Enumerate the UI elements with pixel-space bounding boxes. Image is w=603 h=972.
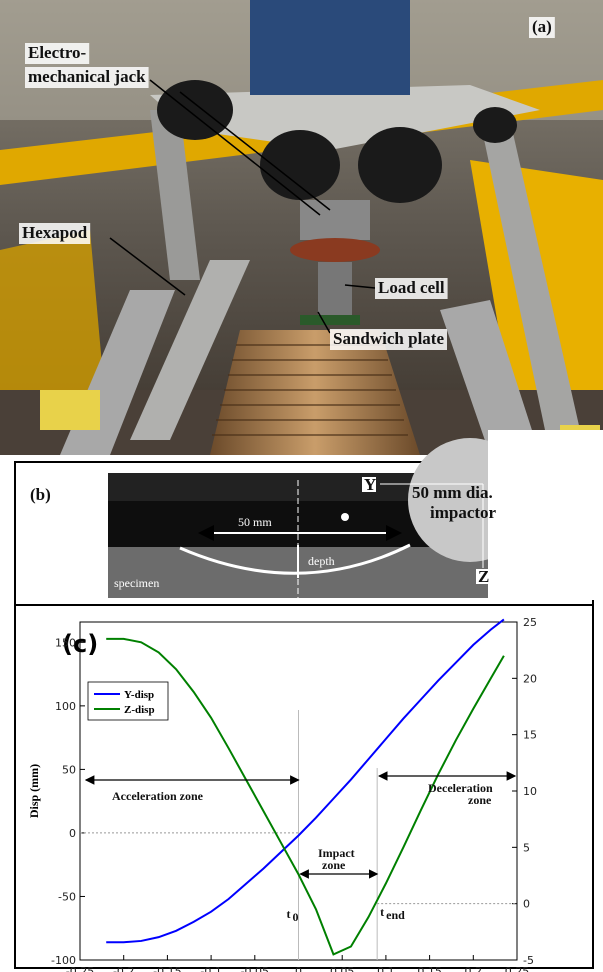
x-tick-label: 0.05 (330, 965, 355, 972)
legend-box (87, 681, 169, 721)
callout-label: mechanical jack (28, 67, 146, 86)
annotation: zone (468, 793, 492, 807)
label-box (25, 67, 149, 88)
callout-label: Sandwich plate (333, 329, 444, 348)
y2-tick-label: -5 (523, 954, 534, 967)
y-axis-label: Disp (mm) (27, 764, 41, 818)
label-box (330, 329, 447, 350)
image-label: impactor (430, 503, 497, 522)
annotation: Impact (318, 846, 355, 860)
y-tick-label: 0 (69, 827, 76, 840)
label-box (375, 278, 448, 299)
image-label: Z (478, 567, 489, 586)
callout-label: Hexapod (22, 223, 88, 242)
annotation: 0 (293, 910, 299, 924)
panel-label: (c) (62, 630, 98, 658)
image-b (108, 430, 603, 600)
annotation: t (380, 905, 384, 919)
annotation: Deceleration (428, 781, 493, 795)
legend-label: Z-disp (124, 704, 155, 716)
annotation: zone (322, 858, 346, 872)
x-tick-label: 0.1 (377, 965, 395, 972)
y2-tick-label: 25 (523, 616, 537, 629)
photo-a-callouts (109, 79, 376, 334)
y2-tick-label: 20 (523, 672, 537, 685)
y-tick-label: -50 (58, 890, 76, 903)
annotation: end (386, 908, 405, 922)
x-tick-label: 0.2 (465, 965, 483, 972)
x-tick-label: 0 (295, 965, 302, 972)
y2-tick-label: 15 (523, 729, 537, 742)
panel-label: (a) (532, 17, 552, 36)
label-box (19, 223, 91, 244)
x-tick-label: -0.15 (153, 965, 181, 972)
y2-tick-label: 10 (523, 785, 537, 798)
y-tick-label: 150 (55, 636, 76, 649)
x-tick-label: -0.25 (66, 965, 94, 972)
y-tick-label: -100 (51, 954, 76, 967)
callout-label: Electro- (28, 43, 87, 62)
legend-label: Y-disp (124, 689, 154, 701)
image-label: specimen (114, 576, 159, 590)
image-label: 50 mm (238, 515, 272, 529)
y2-tick-label: 5 (523, 841, 530, 854)
label-box (529, 17, 555, 38)
x-tick-label: -0.1 (200, 965, 221, 972)
image-label: depth (308, 554, 335, 568)
callout-label: Load cell (378, 278, 445, 297)
panel-label: (b) (30, 485, 51, 504)
photo-a (0, 0, 603, 455)
panel-frame (14, 461, 594, 969)
label-box (362, 477, 376, 492)
annotation: t (287, 907, 291, 921)
y2-tick-label: 0 (523, 898, 530, 911)
y-tick-label: 50 (62, 763, 76, 776)
series-line (106, 637, 505, 956)
annotation: Acceleration zone (112, 789, 204, 803)
x-tick-label: -0.2 (113, 965, 134, 972)
image-label: Y (364, 475, 376, 494)
label-box (476, 569, 490, 584)
x-tick-label: 0.15 (417, 965, 442, 972)
image-label: 50 mm dia. (412, 483, 493, 502)
series-line (106, 618, 505, 944)
x-tick-label: 0.25 (505, 965, 530, 972)
x-tick-label: -0.05 (241, 965, 269, 972)
label-box (25, 43, 90, 64)
y-tick-label: 100 (55, 700, 76, 713)
